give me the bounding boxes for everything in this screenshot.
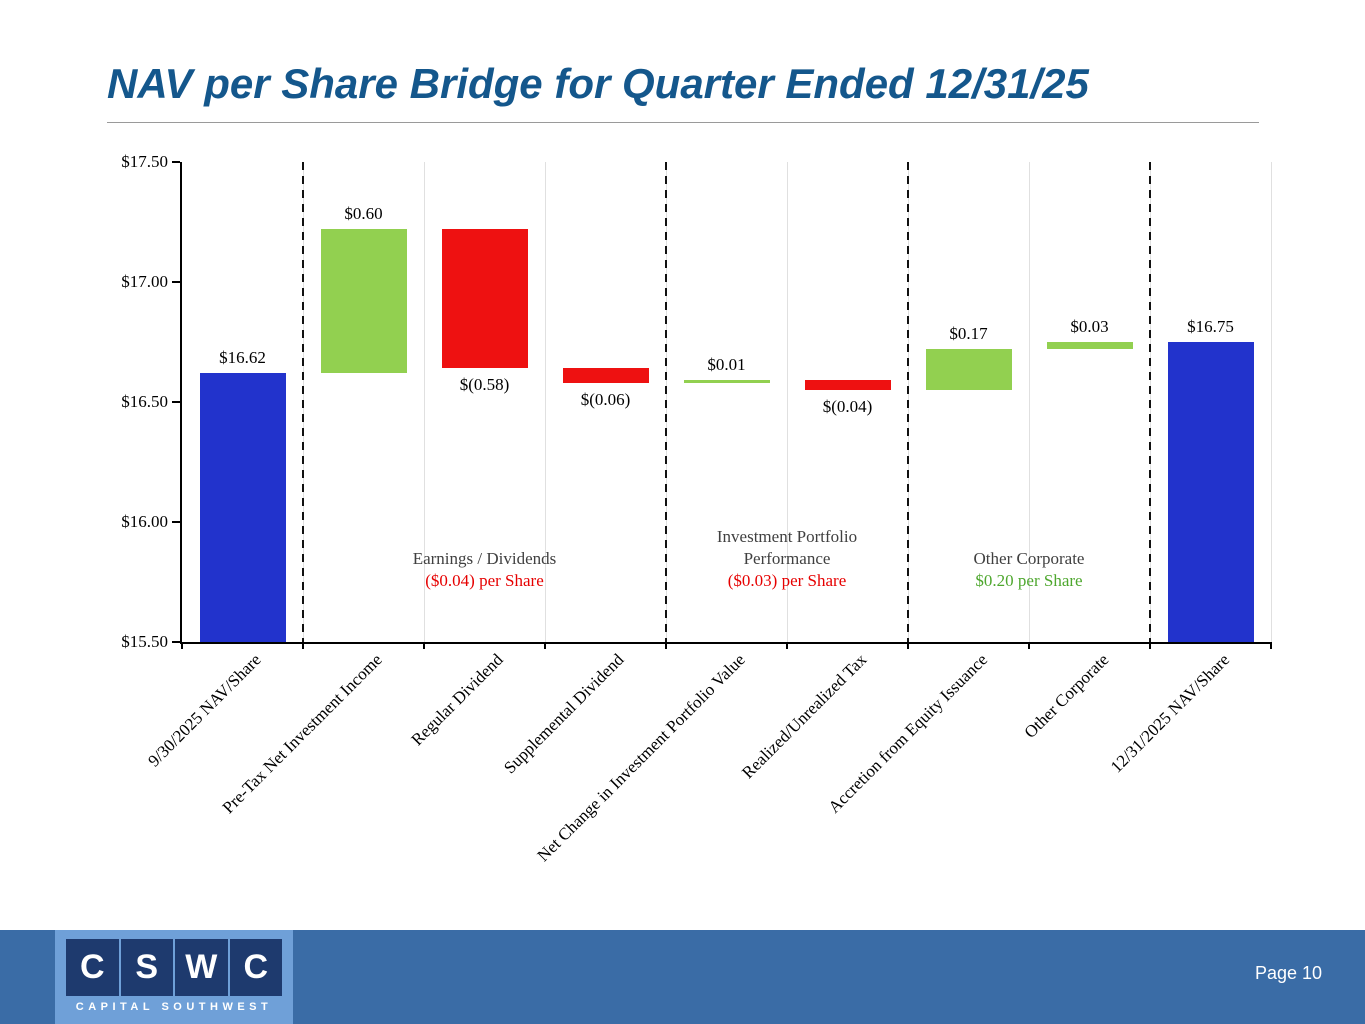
grid-line bbox=[787, 162, 788, 642]
x-axis-line bbox=[180, 642, 1271, 644]
waterfall-bar bbox=[1046, 342, 1133, 350]
group-annotation-title: Performance bbox=[743, 549, 831, 568]
y-axis-tick bbox=[172, 641, 180, 643]
category-label: 9/30/2025 NAV/Share bbox=[144, 650, 265, 771]
y-axis-tick bbox=[172, 401, 180, 403]
y-axis-tick bbox=[172, 281, 180, 283]
waterfall-bar bbox=[1167, 342, 1254, 642]
waterfall-bar bbox=[320, 229, 407, 374]
category-label: 12/31/2025 NAV/Share bbox=[1106, 650, 1233, 777]
group-separator-line bbox=[665, 162, 667, 642]
category-label: Net Change in Investment Portfolio Value bbox=[533, 650, 749, 866]
bar-value-label: $(0.04) bbox=[822, 397, 873, 416]
group-annotation-title: Earnings / Dividends bbox=[412, 549, 557, 568]
nav-bridge-waterfall-chart: $17.50 $17.00 $16.50 $16.00 $15.50 $16.62 9/30… bbox=[121, 152, 1272, 866]
group-annotation-amount: ($0.04) per Share bbox=[425, 571, 544, 590]
group-separator-line bbox=[1149, 162, 1151, 642]
bar-value-label: $(0.58) bbox=[459, 375, 510, 395]
waterfall-bar bbox=[441, 229, 528, 369]
logo-subtext: CAPITAL SOUTHWEST bbox=[75, 1001, 273, 1013]
y-axis-line bbox=[180, 162, 182, 642]
category-label: Other Corporate bbox=[1020, 650, 1112, 742]
y-axis-label: $17.00 bbox=[121, 272, 168, 291]
category-label: Supplemental Dividend bbox=[500, 650, 628, 778]
group-separator-line bbox=[302, 162, 304, 642]
y-axis-label: $16.50 bbox=[121, 392, 168, 411]
y-axis-tick bbox=[172, 161, 180, 163]
page-title: NAV per Share Bridge for Quarter Ended 1… bbox=[107, 60, 1089, 107]
bar-value-label: $0.03 bbox=[1070, 317, 1109, 336]
bar-value-label: $0.17 bbox=[949, 324, 988, 344]
waterfall-bar bbox=[804, 380, 891, 390]
grid-line bbox=[1271, 162, 1272, 642]
group-annotation: Earnings / Dividends ($0.04) per Share bbox=[303, 520, 666, 592]
bar-value-label: $16.62 bbox=[219, 348, 266, 368]
logo-letter: S bbox=[121, 939, 175, 996]
x-axis-tick bbox=[1270, 642, 1272, 649]
bar-value-label: $0.01 bbox=[707, 355, 746, 375]
y-axis-label: $17.50 bbox=[121, 152, 168, 171]
waterfall-bar bbox=[925, 349, 1012, 390]
bar-value-label: $0.60 bbox=[344, 204, 383, 224]
logo-letter: C bbox=[243, 948, 269, 986]
group-separator-line bbox=[907, 162, 909, 642]
cswc-logo-letterbox: C S W C bbox=[66, 939, 282, 996]
footer-band: C S W C CAPITAL SOUTHWEST Page 10 bbox=[0, 930, 1365, 1024]
bar-value-label: $16.75 bbox=[1187, 317, 1234, 336]
group-annotation: Investment Portfolio Performance ($0.03) p… bbox=[666, 520, 908, 592]
group-annotation-title: Other Corporate bbox=[973, 549, 1085, 568]
group-annotation-title: Investment Portfolio bbox=[716, 527, 858, 546]
y-axis-label: $16.00 bbox=[121, 512, 168, 531]
x-axis-tick bbox=[423, 642, 425, 649]
x-axis-tick bbox=[544, 642, 546, 649]
grid-line bbox=[545, 162, 546, 642]
x-axis-tick bbox=[1149, 642, 1151, 649]
grid-line bbox=[424, 162, 425, 642]
x-axis-tick bbox=[786, 642, 788, 649]
x-axis-tick bbox=[302, 642, 304, 649]
x-axis-tick bbox=[181, 642, 183, 649]
title-divider bbox=[107, 122, 1259, 123]
x-axis-tick bbox=[665, 642, 667, 649]
x-axis-tick bbox=[907, 642, 909, 649]
waterfall-bar bbox=[683, 380, 770, 383]
x-axis-tick bbox=[1028, 642, 1030, 649]
category-label: Realized/Unrealized Tax bbox=[737, 650, 870, 783]
logo-letter: W bbox=[175, 939, 230, 996]
bar-value-label: $(0.06) bbox=[580, 389, 631, 409]
group-annotation-amount: $0.20 per Share bbox=[975, 571, 1083, 590]
cswc-logo: C S W C CAPITAL SOUTHWEST bbox=[55, 930, 293, 1024]
group-annotation-amount: ($0.03) per Share bbox=[727, 571, 847, 590]
group-annotation: Other Corporate $0.20 per Share bbox=[908, 520, 1150, 592]
logo-letter: C bbox=[66, 939, 121, 996]
waterfall-bar bbox=[199, 373, 286, 642]
y-axis-label: $15.50 bbox=[121, 632, 168, 651]
grid-line bbox=[1029, 162, 1030, 642]
y-axis-tick bbox=[172, 521, 180, 523]
page-number: Page 10 bbox=[1254, 963, 1322, 983]
waterfall-bar bbox=[562, 368, 649, 383]
category-label: Regular Dividend bbox=[407, 650, 507, 750]
